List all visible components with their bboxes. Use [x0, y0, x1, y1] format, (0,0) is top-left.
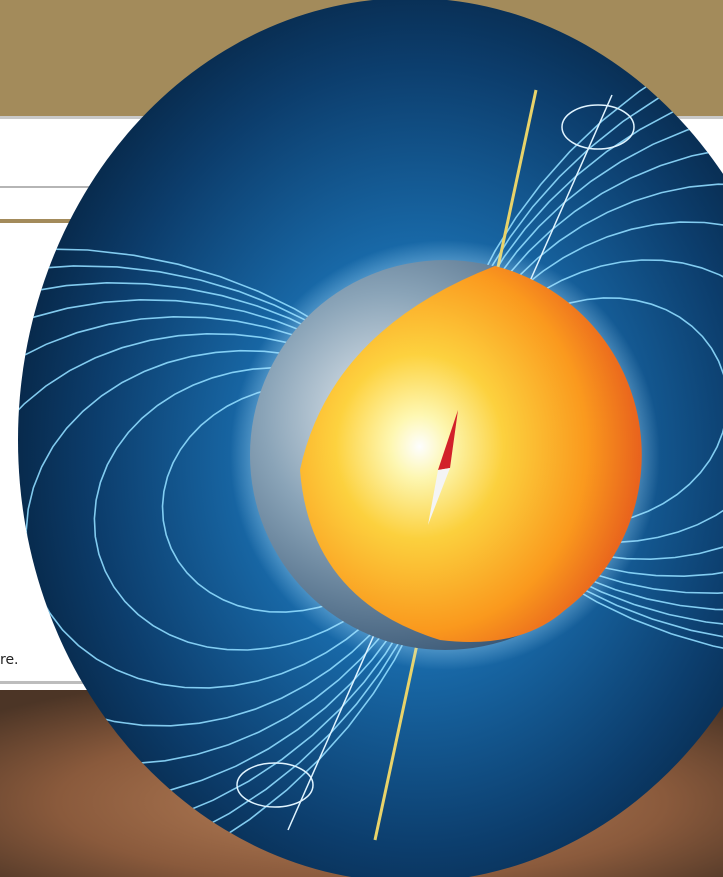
field-line [441, 69, 723, 628]
spin-ring-bottom [236, 762, 314, 808]
fragment-text: re. [0, 652, 19, 668]
field-line [18, 281, 449, 841]
earth-cutaway [300, 266, 642, 642]
spin-ring-top [561, 104, 635, 150]
field-line [18, 248, 449, 877]
field-line [441, 0, 723, 662]
compass-south [428, 468, 450, 525]
compass-north [438, 410, 458, 470]
field-line [441, 31, 723, 645]
field-line [18, 265, 449, 877]
